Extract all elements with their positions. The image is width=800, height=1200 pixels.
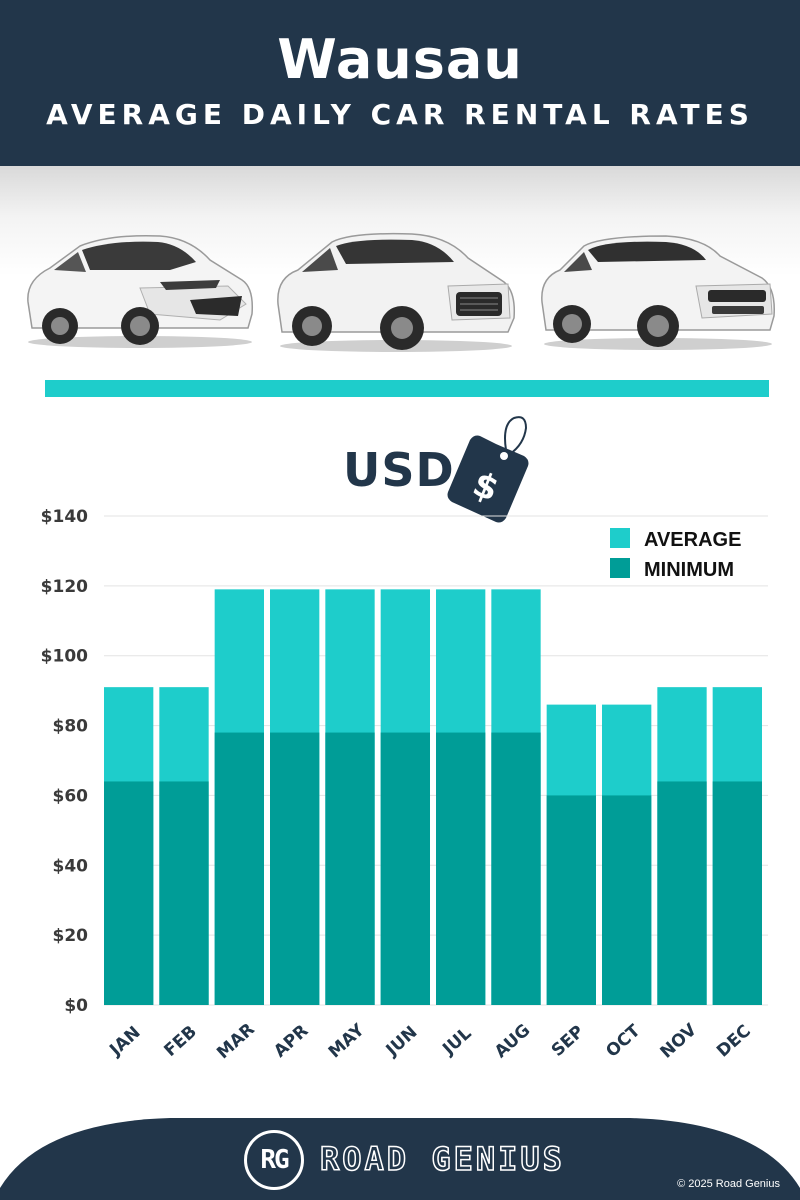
bar-minimum: [325, 732, 375, 1005]
brand-initials: RG: [244, 1130, 304, 1190]
x-tick-label: JAN: [105, 1023, 144, 1061]
cars-banner: [0, 166, 800, 366]
accent-divider: [45, 380, 769, 397]
bar-minimum: [602, 795, 652, 1005]
bar-minimum: [546, 795, 596, 1005]
bar-minimum: [270, 732, 320, 1005]
bar-minimum: [380, 732, 430, 1005]
x-tick-label: SEP: [548, 1022, 588, 1061]
bar-minimum: [712, 781, 762, 1005]
y-tick-label: $100: [41, 647, 88, 667]
legend-swatch-minimum: [610, 558, 630, 578]
price-tag-icon: $: [447, 416, 529, 523]
city-title: Wausau: [277, 28, 523, 91]
x-tick-label: MAR: [213, 1019, 258, 1063]
brand-name: ROAD GENIUS: [319, 1139, 565, 1179]
x-tick-label: OCT: [602, 1021, 644, 1062]
bar-minimum: [436, 732, 486, 1005]
suv-car-image: [277, 232, 516, 352]
x-tick-label: JUN: [382, 1022, 422, 1061]
y-tick-label: $140: [41, 507, 88, 527]
bar-minimum: [214, 732, 264, 1005]
x-tick-label: MAY: [325, 1020, 369, 1063]
copyright-text: © 2025 Road Genius: [677, 1178, 780, 1190]
y-tick-label: $20: [53, 926, 89, 946]
y-tick-label: $60: [53, 786, 89, 806]
luxury-suv-car-image: [541, 235, 775, 350]
bar-minimum: [491, 732, 541, 1005]
bar-minimum: [159, 781, 209, 1005]
y-tick-label: $120: [41, 577, 88, 597]
y-tick-label: $80: [53, 717, 89, 737]
footer-banner: [0, 1118, 800, 1200]
x-tick-label: APR: [270, 1021, 312, 1062]
y-tick-label: $0: [64, 996, 88, 1016]
bar-minimum: [657, 781, 707, 1005]
legend-swatch-average: [610, 528, 630, 548]
x-tick-label: DEC: [713, 1021, 755, 1061]
legend-label-minimum: MINIMUM: [644, 559, 734, 581]
x-tick-label: AUG: [491, 1020, 534, 1062]
hatchback-car-image: [27, 234, 254, 348]
chart-subtitle: AVERAGE DAILY CAR RENTAL RATES: [46, 98, 754, 131]
y-tick-label: $40: [53, 856, 89, 876]
x-tick-label: FEB: [161, 1022, 201, 1061]
legend-label-average: AVERAGE: [644, 529, 741, 551]
header-banner: Wausau AVERAGE DAILY CAR RENTAL RATES: [0, 0, 800, 166]
brand-logo: RG ROAD GENIUS: [244, 1128, 574, 1190]
bar-minimum: [104, 781, 154, 1005]
currency-label: USD: [343, 443, 455, 497]
x-tick-label: JUL: [438, 1023, 475, 1059]
rental-rate-chart: $0 $20 $40 $60 $80 $100 $120 $140 JAN FEB MAR APR MA…: [41, 507, 768, 1063]
footer-shape: [0, 1118, 800, 1200]
x-tick-label: NOV: [657, 1019, 702, 1062]
